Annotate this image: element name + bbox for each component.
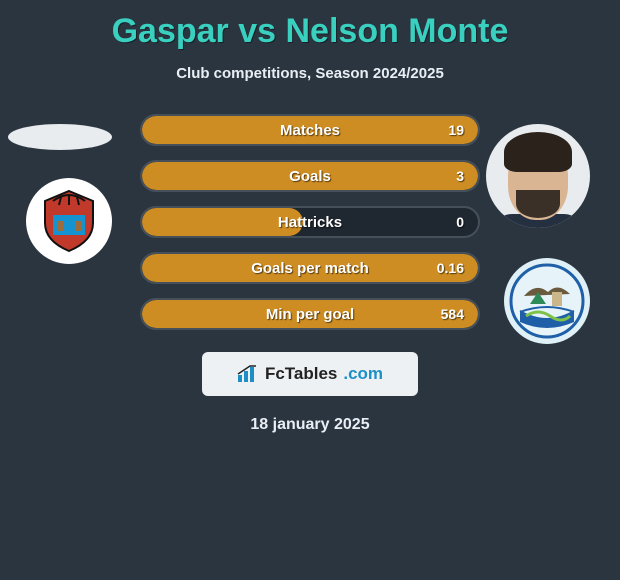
branding-badge: FcTables .com — [202, 352, 418, 396]
stat-row: Goals per match0.16 — [140, 252, 480, 284]
club-left-badge — [26, 178, 112, 264]
stat-value: 0 — [456, 214, 464, 230]
subtitle: Club competitions, Season 2024/2025 — [0, 65, 620, 82]
stat-label: Hattricks — [142, 214, 478, 231]
branding-suffix: .com — [343, 364, 383, 384]
club-left-crest-icon — [33, 185, 105, 257]
stat-row: Min per goal584 — [140, 298, 480, 330]
page-title: Gaspar vs Nelson Monte — [0, 0, 620, 51]
stat-value: 19 — [448, 122, 464, 138]
player-left-avatar-placeholder — [8, 124, 112, 150]
stat-label: Matches — [142, 122, 478, 139]
stat-value: 584 — [441, 306, 464, 322]
stat-label: Goals per match — [142, 260, 478, 277]
stat-row: Hattricks0 — [140, 206, 480, 238]
stat-row: Matches19 — [140, 114, 480, 146]
stat-value: 0.16 — [437, 260, 464, 276]
branding-name: FcTables — [265, 364, 337, 384]
face-illustration — [486, 124, 590, 228]
club-right-badge — [504, 258, 590, 344]
stat-row: Goals3 — [140, 160, 480, 192]
player-right-avatar — [486, 124, 590, 228]
club-right-crest-icon — [508, 262, 586, 340]
stat-label: Goals — [142, 168, 478, 185]
stat-label: Min per goal — [142, 306, 478, 323]
date-label: 18 january 2025 — [0, 416, 620, 434]
stat-value: 3 — [456, 168, 464, 184]
bars-icon — [237, 365, 259, 383]
